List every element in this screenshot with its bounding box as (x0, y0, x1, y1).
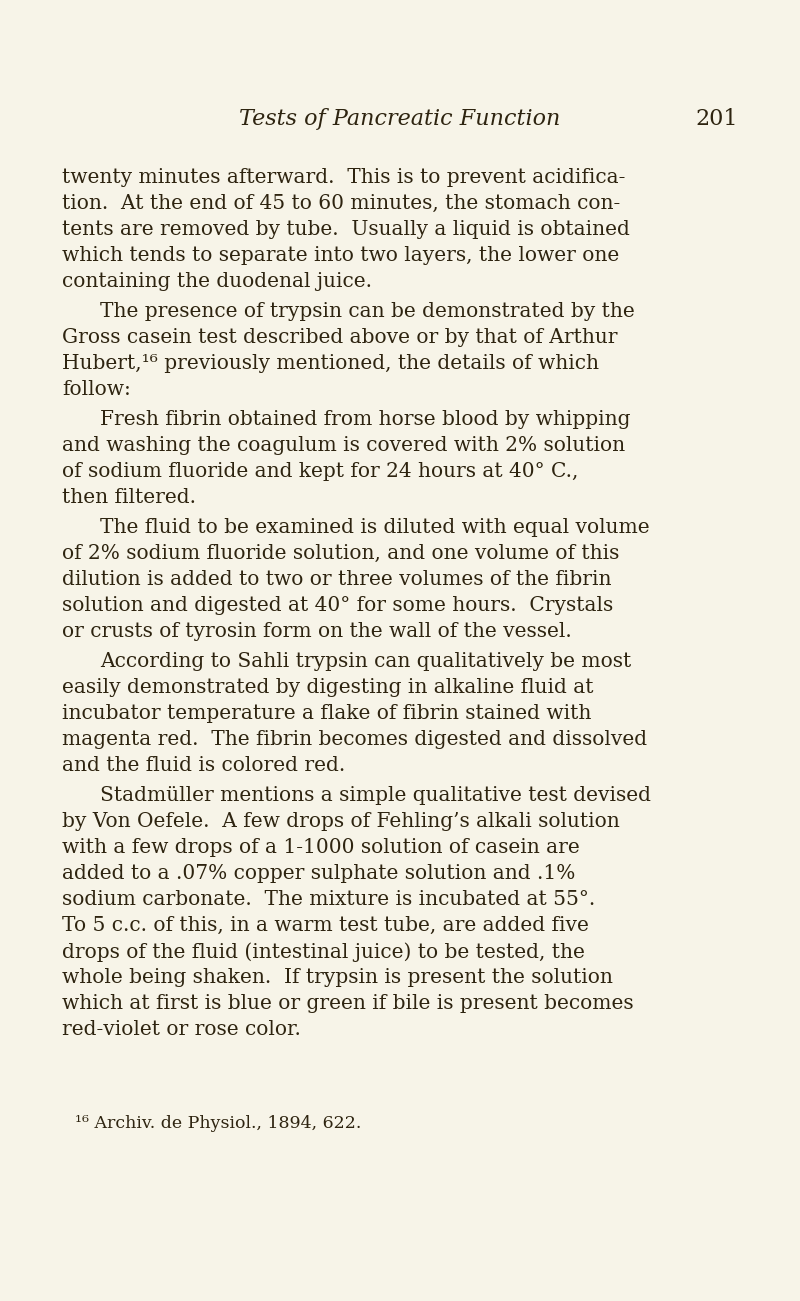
Text: tion.  At the end of 45 to 60 minutes, the stomach con-: tion. At the end of 45 to 60 minutes, th… (62, 194, 620, 213)
Text: of sodium fluoride and kept for 24 hours at 40° C.,: of sodium fluoride and kept for 24 hours… (62, 462, 578, 481)
Text: and the fluid is colored red.: and the fluid is colored red. (62, 756, 346, 775)
Text: Tests of Pancreatic Function: Tests of Pancreatic Function (239, 108, 561, 130)
Text: of 2% sodium fluoride solution, and one volume of this: of 2% sodium fluoride solution, and one … (62, 544, 619, 563)
Text: Hubert,¹⁶ previously mentioned, the details of which: Hubert,¹⁶ previously mentioned, the deta… (62, 354, 599, 373)
Text: Gross casein test described above or by that of Arthur: Gross casein test described above or by … (62, 328, 618, 347)
Text: red-violet or rose color.: red-violet or rose color. (62, 1020, 301, 1039)
Text: dilution is added to two or three volumes of the fibrin: dilution is added to two or three volume… (62, 570, 611, 589)
Text: and washing the coagulum is covered with 2% solution: and washing the coagulum is covered with… (62, 436, 625, 455)
Text: Fresh fibrin obtained from horse blood by whipping: Fresh fibrin obtained from horse blood b… (100, 410, 630, 429)
Text: To 5 c.c. of this, in a warm test tube, are added five: To 5 c.c. of this, in a warm test tube, … (62, 916, 589, 935)
Text: whole being shaken.  If trypsin is present the solution: whole being shaken. If trypsin is presen… (62, 968, 613, 987)
Text: with a few drops of a 1-1000 solution of casein are: with a few drops of a 1-1000 solution of… (62, 838, 580, 857)
Text: tents are removed by tube.  Usually a liquid is obtained: tents are removed by tube. Usually a liq… (62, 220, 630, 239)
Text: follow:: follow: (62, 380, 131, 399)
Text: incubator temperature a flake of fibrin stained with: incubator temperature a flake of fibrin … (62, 704, 591, 723)
Text: or crusts of tyrosin form on the wall of the vessel.: or crusts of tyrosin form on the wall of… (62, 622, 572, 641)
Text: The fluid to be examined is diluted with equal volume: The fluid to be examined is diluted with… (100, 518, 650, 537)
Text: solution and digested at 40° for some hours.  Crystals: solution and digested at 40° for some ho… (62, 596, 614, 615)
Text: drops of the fluid (intestinal juice) to be tested, the: drops of the fluid (intestinal juice) to… (62, 942, 585, 961)
Text: 201: 201 (695, 108, 738, 130)
Text: added to a .07% copper sulphate solution and .1%: added to a .07% copper sulphate solution… (62, 864, 575, 883)
Text: easily demonstrated by digesting in alkaline fluid at: easily demonstrated by digesting in alka… (62, 678, 594, 697)
Text: sodium carbonate.  The mixture is incubated at 55°.: sodium carbonate. The mixture is incubat… (62, 890, 595, 909)
Text: which at first is blue or green if bile is present becomes: which at first is blue or green if bile … (62, 994, 634, 1013)
Text: which tends to separate into two layers, the lower one: which tends to separate into two layers,… (62, 246, 619, 265)
Text: twenty minutes afterward.  This is to prevent acidifica-: twenty minutes afterward. This is to pre… (62, 168, 626, 187)
Text: According to Sahli trypsin can qualitatively be most: According to Sahli trypsin can qualitati… (100, 652, 631, 671)
Text: containing the duodenal juice.: containing the duodenal juice. (62, 272, 372, 291)
Text: Stadmüller mentions a simple qualitative test devised: Stadmüller mentions a simple qualitative… (100, 786, 651, 805)
Text: ¹⁶ Archiv. de Physiol., 1894, 622.: ¹⁶ Archiv. de Physiol., 1894, 622. (75, 1115, 362, 1132)
Text: magenta red.  The fibrin becomes digested and dissolved: magenta red. The fibrin becomes digested… (62, 730, 647, 749)
Text: by Von Oefele.  A few drops of Fehling’s alkali solution: by Von Oefele. A few drops of Fehling’s … (62, 812, 620, 831)
Text: The presence of trypsin can be demonstrated by the: The presence of trypsin can be demonstra… (100, 302, 634, 321)
Text: then filtered.: then filtered. (62, 488, 196, 507)
